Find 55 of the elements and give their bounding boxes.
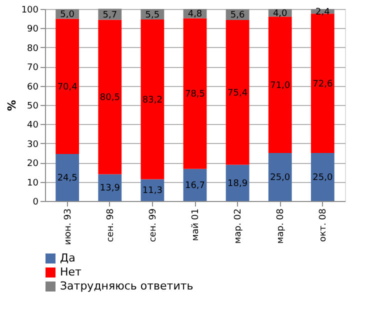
x-tick-label: мар. 02: [234, 208, 244, 244]
bar: [140, 20, 164, 180]
bar: [310, 153, 334, 201]
bar: [56, 154, 80, 201]
bar: [183, 168, 207, 201]
y-tick-label: 20: [27, 159, 39, 170]
y-tick-label: 70: [27, 63, 39, 74]
data-label: 18,9: [228, 178, 248, 189]
y-tick-label: 0: [32, 198, 39, 208]
legend-label: Нет: [60, 266, 82, 278]
data-label: 4,8: [188, 10, 202, 20]
data-label: 4,0: [272, 8, 288, 19]
data-label: 13,9: [100, 184, 120, 194]
data-label: 5,5: [145, 10, 160, 20]
bar: [226, 164, 250, 201]
bar: [310, 14, 334, 153]
data-label: 24,5: [57, 173, 78, 184]
x-tick-label: сен. 99: [148, 208, 158, 242]
data-label: 78,5: [184, 90, 206, 100]
y-tick-label: 100: [21, 6, 39, 16]
bar: [98, 20, 122, 174]
y-tick-label: 50: [27, 102, 39, 112]
x-tick-label: июн. 93: [63, 208, 74, 245]
legend-label: Затрудняюсь ответить: [60, 280, 194, 292]
data-label: 72,6: [312, 79, 333, 90]
x-tick-label: окт. 08: [318, 208, 329, 242]
data-label: 16,7: [184, 180, 206, 191]
data-label: 5,7: [102, 10, 118, 20]
y-tick-label: 10: [27, 178, 39, 188]
legend-label: Да: [60, 252, 76, 264]
y-tick-label: 80: [27, 44, 39, 54]
data-label: 71,0: [270, 80, 290, 91]
bar: [183, 18, 207, 169]
y-tick-label: 90: [27, 24, 39, 35]
data-label: 25,0: [270, 173, 290, 183]
data-label: 11,3: [142, 186, 162, 196]
y-tick-label: 30: [27, 140, 39, 150]
bar: [98, 174, 122, 201]
y-axis-title: %: [5, 100, 18, 112]
data-label: 5,0: [60, 10, 75, 20]
bar: [268, 16, 292, 153]
x-tick-label: сен. 98: [106, 208, 116, 242]
x-tick-label: мар. 08: [276, 208, 286, 244]
bar: [268, 153, 292, 201]
data-label: 25,0: [312, 173, 333, 183]
data-label: 80,5: [100, 93, 120, 104]
bar: [226, 20, 250, 165]
y-tick-label: 40: [27, 120, 39, 131]
bar: [56, 18, 80, 154]
data-label: 75,4: [228, 88, 248, 98]
data-label: 70,4: [57, 82, 78, 92]
data-label: 5,6: [230, 10, 245, 21]
y-tick-label: 60: [27, 82, 39, 92]
data-label: 83,2: [142, 95, 162, 106]
x-tick-label: май 01: [191, 208, 201, 241]
